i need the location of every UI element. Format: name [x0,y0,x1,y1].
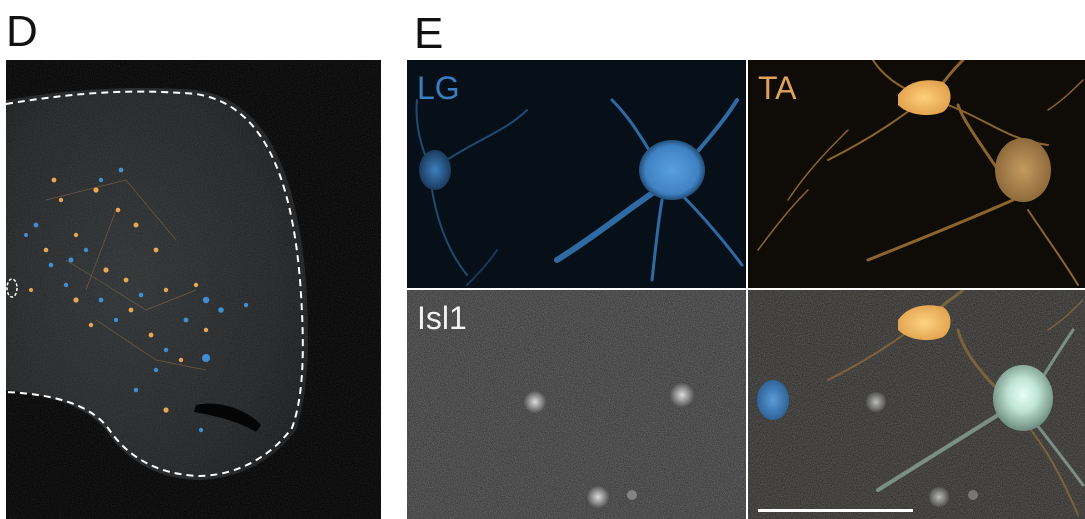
spinal-cord-section-svg [6,60,381,519]
lg-channel-label: LG [417,70,460,106]
panel-label-e: E [414,9,444,58]
lg-motor-neurons [24,167,249,433]
tissue-outline [6,90,304,478]
ta-channel-label: TA [758,70,797,106]
scale-bar [758,509,913,512]
merged-ta-neuron [898,305,951,341]
isl1-nucleus [587,486,609,508]
isl1-nucleus [524,391,546,413]
channel-grid: LG [407,60,1085,519]
ta-motor-neurons [29,177,209,413]
merged-lg-neuron [757,380,789,420]
ta-labeled-neuron-lower [995,138,1051,202]
central-canal-outline [6,278,18,298]
spinal-cord-section-image [6,60,381,519]
isl1-channel-label: Isl1 [417,300,467,336]
merged-channel-tile [748,290,1085,519]
merged-colabeled-neuron [993,365,1053,431]
ta-channel-tile: TA [748,60,1085,288]
panel-label-d: D [6,7,38,56]
lg-labeled-neuron-small [419,150,451,190]
lg-labeled-neuron-large [639,140,705,200]
isl1-channel-tile: Isl1 [407,290,746,519]
lg-channel-tile: LG [407,60,746,288]
ta-labeled-neuron-upper [898,80,951,116]
isl1-nucleus [670,383,694,407]
